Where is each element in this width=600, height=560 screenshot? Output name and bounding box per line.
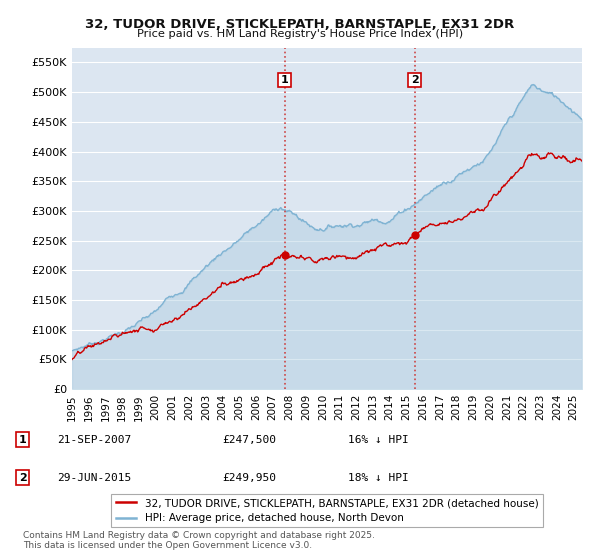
Text: 32, TUDOR DRIVE, STICKLEPATH, BARNSTAPLE, EX31 2DR: 32, TUDOR DRIVE, STICKLEPATH, BARNSTAPLE… — [85, 18, 515, 31]
Text: 1: 1 — [19, 435, 26, 445]
Text: 16% ↓ HPI: 16% ↓ HPI — [348, 435, 409, 445]
Text: 2: 2 — [411, 75, 419, 85]
Legend: 32, TUDOR DRIVE, STICKLEPATH, BARNSTAPLE, EX31 2DR (detached house), HPI: Averag: 32, TUDOR DRIVE, STICKLEPATH, BARNSTAPLE… — [112, 494, 542, 528]
Text: £249,950: £249,950 — [222, 473, 276, 483]
Text: 21-SEP-2007: 21-SEP-2007 — [57, 435, 131, 445]
Text: Contains HM Land Registry data © Crown copyright and database right 2025.
This d: Contains HM Land Registry data © Crown c… — [23, 531, 374, 550]
Text: 29-JUN-2015: 29-JUN-2015 — [57, 473, 131, 483]
Text: Price paid vs. HM Land Registry's House Price Index (HPI): Price paid vs. HM Land Registry's House … — [137, 29, 463, 39]
Text: 1: 1 — [281, 75, 289, 85]
Text: £247,500: £247,500 — [222, 435, 276, 445]
Text: 2: 2 — [19, 473, 26, 483]
Text: 18% ↓ HPI: 18% ↓ HPI — [348, 473, 409, 483]
